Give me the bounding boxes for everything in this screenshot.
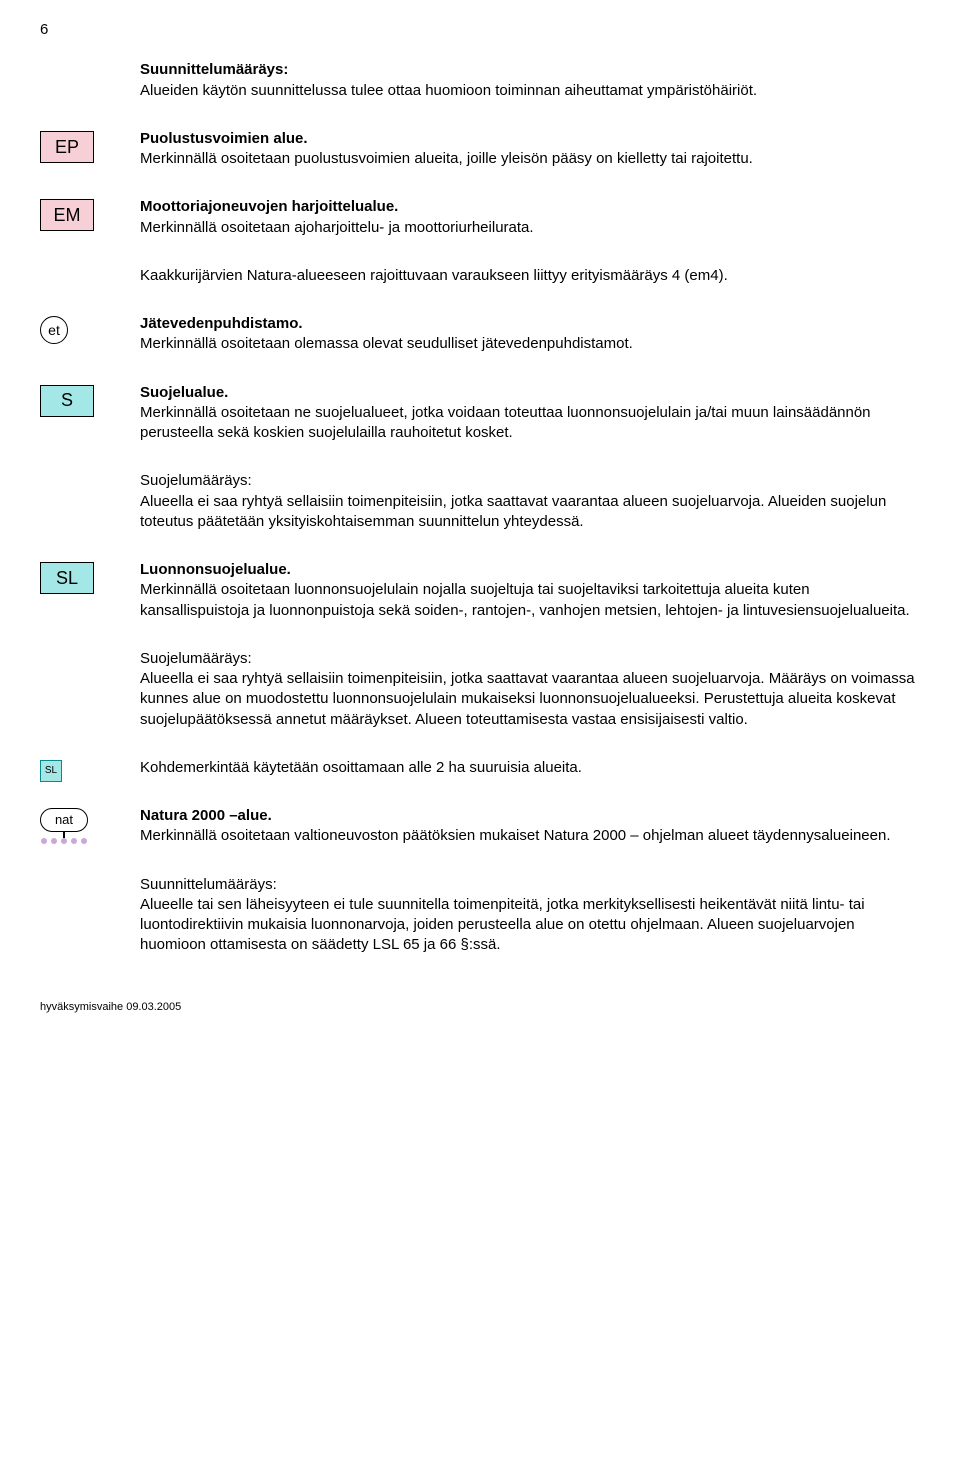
ep-title: Puolustusvoimien alue. [140, 130, 308, 147]
page-number: 6 [40, 20, 920, 40]
sl-maar-body: Alueella ei saa ryhtyä sellaisiin toimen… [140, 670, 915, 728]
s-maar-body: Alueella ei saa ryhtyä sellaisiin toimen… [140, 493, 886, 530]
et-symbol: et [40, 316, 68, 344]
em-title: Moottoriajoneuvojen harjoittelualue. [140, 198, 398, 215]
ep-body: Merkinnällä osoitetaan puolustusvoimien … [140, 150, 753, 167]
s-symbol: S [40, 385, 94, 417]
nat-body: Merkinnällä osoitetaan valtioneuvoston p… [140, 827, 891, 844]
sl-maar-title: Suojelumääräys: [140, 650, 252, 667]
sl-small-body: Kohdemerkintää käytetään osoittamaan all… [140, 758, 920, 778]
nat-title: Natura 2000 –alue. [140, 807, 272, 824]
s-body: Merkinnällä osoitetaan ne suojelualueet,… [140, 404, 871, 441]
ep-symbol: EP [40, 131, 94, 163]
intro-heading: Suunnittelumääräys: [140, 61, 288, 78]
et-title: Jätevedenpuhdistamo. [140, 315, 303, 332]
em-body: Merkinnällä osoitetaan ajoharjoittelu- j… [140, 219, 534, 236]
nat-symbol: nat [40, 808, 88, 844]
et-body: Merkinnällä osoitetaan olemassa olevat s… [140, 335, 633, 352]
nat-oval-label: nat [40, 808, 88, 832]
sl-title: Luonnonsuojelualue. [140, 561, 291, 578]
sl-small-symbol: SL [40, 760, 62, 782]
nat-maar-title: Suunnittelumääräys: [140, 876, 277, 893]
sl-symbol: SL [40, 562, 94, 594]
kaakkuri-text: Kaakkurijärvien Natura-alueeseen rajoitt… [140, 266, 920, 286]
sl-body: Merkinnällä osoitetaan luonnonsuojelulai… [140, 581, 910, 618]
em-symbol: EM [40, 199, 94, 231]
intro-body: Alueiden käytön suunnittelussa tulee ott… [140, 82, 757, 99]
nat-dots-icon [41, 838, 87, 844]
s-maar-title: Suojelumääräys: [140, 472, 252, 489]
footer-text: hyväksymisvaihe 09.03.2005 [40, 1000, 920, 1015]
s-title: Suojelualue. [140, 384, 228, 401]
nat-maar-body: Alueelle tai sen läheisyyteen ei tule su… [140, 896, 865, 954]
